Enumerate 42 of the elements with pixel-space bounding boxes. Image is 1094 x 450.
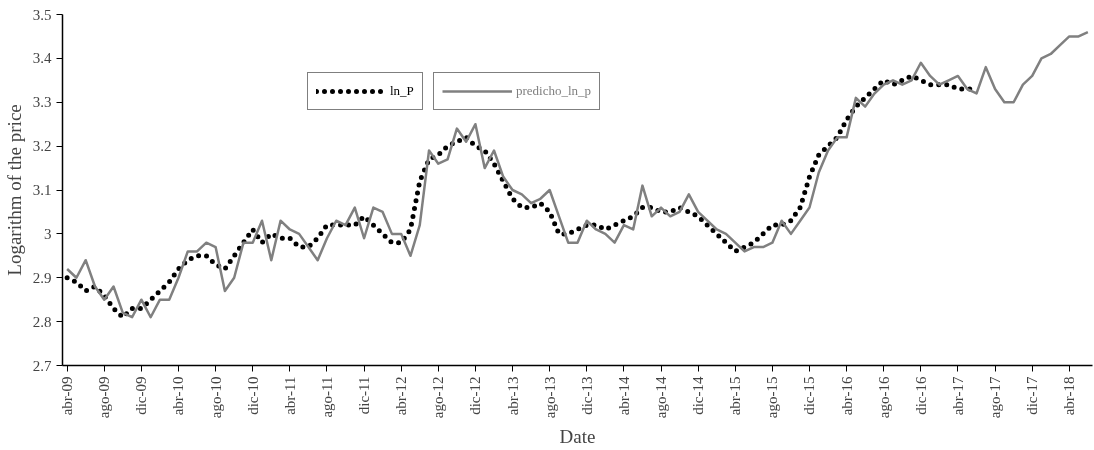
y-tick-label: 3.2 bbox=[32, 138, 52, 155]
x-tick-label: dic-13 bbox=[578, 376, 595, 415]
x-tick-label: abr-09 bbox=[59, 376, 76, 416]
x-tick-label: dic-10 bbox=[244, 376, 261, 415]
x-tick-label: dic-11 bbox=[356, 376, 373, 415]
x-tick-label: ago-09 bbox=[96, 376, 113, 419]
y-axis-title: Logarithm of the price bbox=[3, 104, 25, 276]
x-tick-label: dic-09 bbox=[133, 376, 150, 415]
x-tick-label: abr-10 bbox=[170, 376, 187, 416]
y-tick-label: 3.4 bbox=[32, 50, 52, 67]
y-tick-label: 2.9 bbox=[32, 269, 52, 286]
x-tick-label: ago-12 bbox=[430, 376, 447, 419]
text: ln_P bbox=[390, 83, 414, 99]
x-tick-label: dic-16 bbox=[912, 376, 929, 415]
x-tick-label: abr-12 bbox=[393, 376, 410, 416]
x-tick-label: dic-12 bbox=[467, 376, 484, 415]
x-tick-label: dic-17 bbox=[1024, 376, 1041, 415]
y-tick-label: 3 bbox=[44, 225, 52, 242]
x-tick-label: dic-15 bbox=[801, 376, 818, 415]
x-tick-label: abr-14 bbox=[615, 376, 632, 416]
x-tick-label: dic-14 bbox=[690, 376, 707, 415]
x-tick-label: ago-11 bbox=[318, 376, 335, 418]
x-axis-title: Date bbox=[559, 426, 596, 448]
x-tick-label: abr-18 bbox=[1061, 376, 1078, 416]
x-tick-label: abr-17 bbox=[949, 376, 966, 416]
x-tick-label: ago-14 bbox=[653, 376, 670, 419]
y-tick-label: 3.5 bbox=[32, 6, 52, 23]
x-tick-label: ago-17 bbox=[987, 376, 1004, 419]
line-series bbox=[65, 30, 1090, 319]
x-tick-label: abr-15 bbox=[727, 376, 744, 416]
y-tick-label: 3.3 bbox=[32, 94, 52, 111]
text: predicho_ln_p bbox=[516, 83, 592, 99]
x-tick-label: ago-10 bbox=[207, 376, 224, 419]
y-tick-label: 3.1 bbox=[32, 182, 52, 198]
x-tick-label: abr-16 bbox=[838, 376, 855, 416]
y-tick-label: 2.7 bbox=[32, 357, 52, 374]
x-tick-label: ago-15 bbox=[764, 376, 781, 419]
x-tick-label: ago-16 bbox=[875, 376, 892, 419]
y-tick-label: 2.8 bbox=[32, 313, 52, 330]
x-tick-label: ago-13 bbox=[541, 376, 558, 419]
x-tick-label: abr-11 bbox=[281, 376, 298, 415]
x-tick-label: abr-13 bbox=[504, 376, 521, 416]
